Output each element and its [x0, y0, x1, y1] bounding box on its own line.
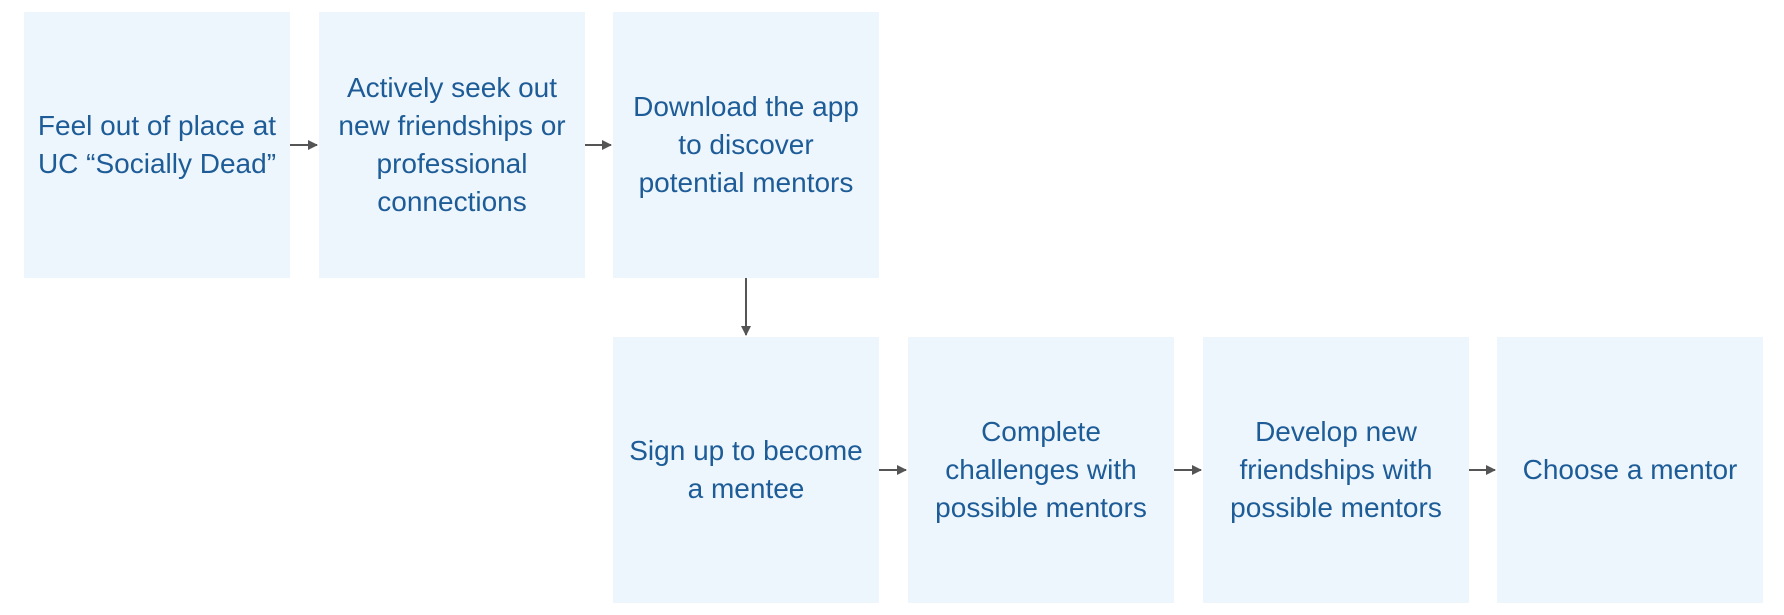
- step-label: Choose a mentor: [1522, 454, 1738, 485]
- step-sign-up-mentee: Sign up to become a mentee: [613, 337, 879, 603]
- step-choose-mentor: Choose a mentor: [1497, 337, 1763, 603]
- step-label: Complete challenges with possible mentor…: [935, 416, 1147, 523]
- step-seek-connections: Actively seek out new friendships or pro…: [319, 12, 585, 278]
- step-feel-out-of-place: Feel out of place at UC “Socially Dead”: [24, 12, 290, 278]
- step-label: Sign up to become a mentee: [629, 435, 863, 504]
- step-download-app: Download the app to discover potential m…: [613, 12, 879, 278]
- step-label: Develop new friendships with possible me…: [1230, 416, 1442, 523]
- step-complete-challenges: Complete challenges with possible mentor…: [908, 337, 1174, 603]
- step-label: Actively seek out new friendships or pro…: [338, 72, 566, 217]
- step-develop-friendships: Develop new friendships with possible me…: [1203, 337, 1469, 603]
- step-label: Download the app to discover potential m…: [633, 91, 859, 198]
- step-label: Feel out of place at UC “Socially Dead”: [37, 110, 277, 179]
